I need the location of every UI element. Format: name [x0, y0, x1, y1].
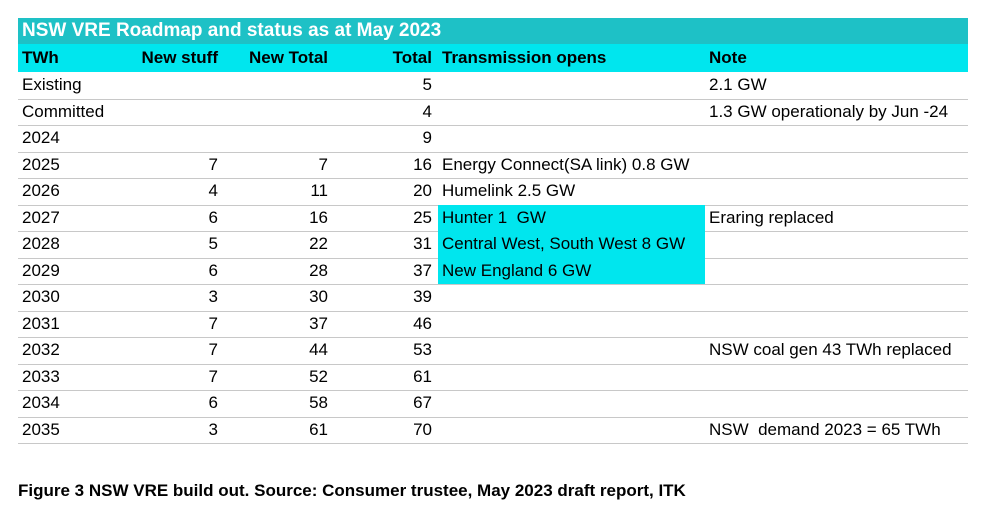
row-rule: [18, 125, 968, 126]
table-cell: 2028: [22, 234, 60, 253]
table-cell: 4: [208, 181, 218, 200]
table-cell: 70: [413, 419, 432, 439]
table-cell: 44: [309, 340, 328, 359]
table-cell: Existing: [22, 75, 82, 94]
table-cell: Hunter 1 GW: [442, 207, 546, 227]
row-rule: [18, 416, 968, 418]
table-cell: Eraring replaced: [709, 207, 834, 227]
table-cell: 3: [208, 419, 218, 439]
row-rule: [18, 443, 968, 444]
row-rule: [18, 310, 968, 312]
table-cell: 2027: [22, 207, 60, 227]
table-cell: 4: [422, 101, 432, 121]
row-rule: [18, 284, 968, 285]
table-cell: 6: [208, 393, 218, 412]
table-cell: 7: [208, 313, 218, 333]
table-cell: 2025: [22, 154, 60, 174]
table-cell: 39: [413, 287, 432, 306]
table-cell: 37: [309, 313, 328, 333]
table-cell: 1.3 GW operationaly by Jun -24: [709, 101, 949, 121]
column-header: Transmission opens: [442, 48, 607, 67]
row-rule: [18, 390, 968, 391]
table-cell: Committed: [22, 101, 105, 121]
table-cell: 46: [413, 313, 432, 333]
table-cell: 7: [208, 366, 218, 386]
table-cell: 2034: [22, 393, 60, 412]
table-title: NSW VRE Roadmap and status as at May 202…: [18, 18, 968, 44]
table-cell: 2035: [22, 419, 60, 439]
table-cell: 61: [309, 419, 328, 439]
row-rule: [18, 151, 968, 153]
cell-highlight: [438, 231, 705, 258]
column-header: Total: [392, 48, 432, 67]
table-cell: 2026: [22, 181, 60, 200]
row-rule: [18, 98, 968, 100]
table-cell: 3: [208, 287, 218, 306]
table-cell: 7: [208, 154, 218, 174]
table-cell: 2032: [22, 340, 60, 359]
table-cell: NSW demand 2023 = 65 TWh: [709, 419, 941, 439]
table-cell: 30: [309, 287, 328, 306]
table-cell: New England 6 GW: [442, 260, 592, 280]
table-cell: Central West, South West 8 GW: [442, 234, 686, 253]
figure-caption: Figure 3 NSW VRE build out. Source: Cons…: [18, 481, 686, 500]
row-rule: [18, 178, 968, 179]
table-cell: Energy Connect(SA link) 0.8 GW: [442, 154, 690, 174]
table-cell: 37: [413, 260, 432, 280]
table-cell: 5: [208, 234, 218, 253]
table-cell: 16: [309, 207, 328, 227]
cell-highlight: [438, 257, 705, 284]
table-cell: 52: [309, 366, 328, 386]
table-cell: 53: [413, 340, 432, 359]
column-header: Note: [709, 48, 747, 67]
table-cell: 9: [422, 128, 432, 147]
table-cell: NSW coal gen 43 TWh replaced: [709, 340, 952, 359]
table-cell: Humelink 2.5 GW: [442, 181, 576, 200]
row-rule: [18, 363, 968, 365]
column-header: New stuff: [141, 48, 219, 67]
table-cell: 31: [413, 234, 432, 253]
table-cell: 6: [208, 207, 218, 227]
table-cell: 2029: [22, 260, 60, 280]
column-header: TWh: [22, 48, 59, 67]
table-cell: 2.1 GW: [709, 75, 767, 94]
table-cell: 67: [413, 393, 432, 412]
table-cell: 2033: [22, 366, 60, 386]
table-cell: 5: [422, 75, 432, 94]
table-cell: 16: [413, 154, 432, 174]
table-cell: 28: [309, 260, 328, 280]
table-cell: 7: [318, 154, 328, 174]
table-cell: 2024: [22, 128, 60, 147]
table-cell: 11: [310, 181, 328, 200]
header-row: [18, 44, 968, 72]
table-cell: 25: [413, 207, 432, 227]
row-rule: [18, 337, 968, 338]
column-header: New Total: [248, 48, 328, 67]
table-cell: 7: [208, 340, 218, 359]
table-cell: 61: [413, 366, 432, 386]
table-cell: 6: [208, 260, 218, 280]
table-cell: 20: [413, 181, 432, 200]
table-cell: 2030: [22, 287, 60, 306]
table-cell: 2031: [22, 313, 60, 333]
cell-highlight: [438, 204, 705, 231]
table-cell: 22: [309, 234, 328, 253]
table-cell: 58: [309, 393, 328, 412]
